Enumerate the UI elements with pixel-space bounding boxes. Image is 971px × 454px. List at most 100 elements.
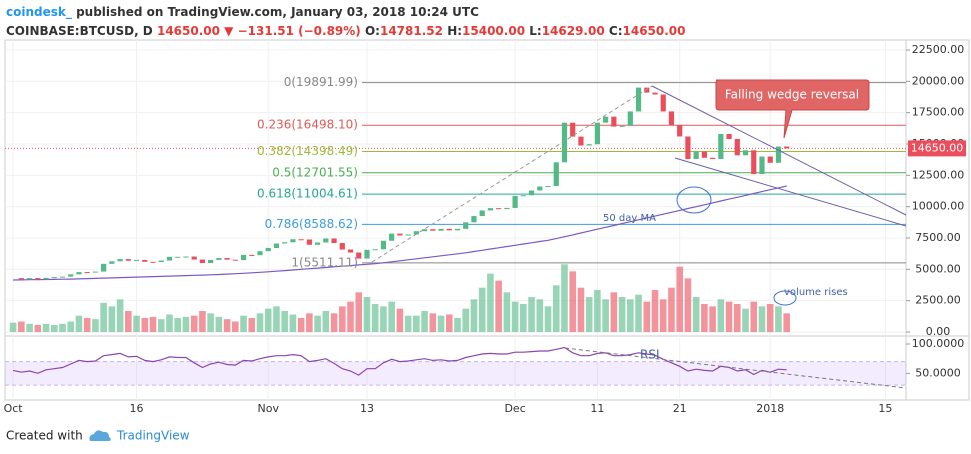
candle-body <box>240 254 247 261</box>
fib-label: 0.382(14398.49) <box>257 144 358 158</box>
volume-bar <box>281 311 288 332</box>
price: 14650.00 <box>157 24 220 38</box>
fib-label: 0.786(8588.62) <box>265 217 358 231</box>
volume-bar <box>289 314 297 332</box>
volume-bar <box>635 294 642 332</box>
volume-bar <box>322 311 330 332</box>
candle-body <box>784 146 790 149</box>
volume-bar <box>347 301 354 332</box>
x-tick-label: Nov <box>257 402 279 415</box>
volume-bar <box>717 299 725 332</box>
volume-bar <box>9 322 17 332</box>
volume-bar <box>577 287 585 332</box>
volume-bar <box>775 306 782 332</box>
candle-body <box>364 249 370 259</box>
candle-body <box>421 229 428 232</box>
candle-body <box>125 259 131 261</box>
footer-created: Created with <box>6 429 83 443</box>
volume-bar <box>199 311 206 332</box>
candle-body <box>438 228 444 231</box>
x-tick-label: 16 <box>130 402 144 415</box>
candle-body <box>635 87 642 112</box>
volume-bar <box>643 301 651 332</box>
candle-body <box>389 233 395 241</box>
rsi-tick-label: 100.0000 <box>912 337 965 350</box>
candle-body <box>405 234 411 236</box>
volume-bar <box>413 315 420 332</box>
candle-body <box>109 261 115 264</box>
wedge-lower <box>674 157 907 227</box>
rsi-label: RSI <box>640 348 660 362</box>
volume-bar <box>766 304 774 332</box>
x-tick-label: Oct <box>4 402 24 415</box>
grid <box>5 40 906 400</box>
volume-bar <box>684 278 692 332</box>
volume-bar <box>42 323 50 332</box>
candle-body <box>249 254 255 256</box>
candle-body <box>430 229 436 231</box>
candle-body <box>578 136 584 146</box>
volume-bar <box>59 323 66 332</box>
volume-bar <box>133 315 140 332</box>
volume-bar <box>182 316 190 332</box>
volume-circle <box>773 290 797 306</box>
volume-bar <box>256 313 264 332</box>
candle-body <box>282 242 288 244</box>
x-tick-label: 11 <box>590 402 604 415</box>
volume-bar <box>692 297 700 332</box>
y-tick-label: 5000.00 <box>915 262 961 275</box>
candle-body <box>183 256 189 258</box>
footer-brand[interactable]: TradingView <box>116 429 190 443</box>
candle-body <box>644 87 650 93</box>
volume-bar <box>108 306 116 332</box>
candle-body <box>92 271 99 273</box>
candle-body <box>199 259 205 264</box>
candle-body <box>101 263 107 272</box>
volume-bar <box>421 311 428 332</box>
candle-body <box>339 243 345 250</box>
candle-body <box>726 133 732 139</box>
volume-bar <box>116 299 124 332</box>
volume-bar <box>487 273 494 332</box>
rsi-tick-label: 50.0000 <box>915 366 961 379</box>
arrow: ▼ <box>224 24 234 38</box>
candle-body <box>413 231 419 235</box>
candle-body <box>35 278 41 280</box>
volume-bar <box>520 304 527 332</box>
volume-bar <box>544 306 552 332</box>
candle-body <box>257 251 263 256</box>
candle-body <box>166 256 173 261</box>
candle-body <box>759 156 765 175</box>
y-tick-label: 2500.00 <box>915 294 961 307</box>
volume-bar <box>725 301 733 332</box>
volume-bar <box>297 318 305 332</box>
panes <box>5 82 906 386</box>
candle-body <box>265 248 271 252</box>
volume-bar <box>363 297 371 332</box>
ohlc-key: O: <box>365 24 380 38</box>
candle-body <box>347 249 354 253</box>
volume-bar <box>215 316 223 332</box>
candle-body <box>150 261 156 263</box>
x-tick-label: 15 <box>878 402 892 415</box>
chart-frame <box>4 39 970 401</box>
author[interactable]: coindesk_ <box>6 5 72 20</box>
tv-logo <box>89 430 111 441</box>
volume-bar <box>594 290 601 332</box>
candle-body <box>528 190 535 196</box>
candle-body <box>734 138 740 156</box>
candle-body <box>619 125 625 127</box>
candle-body <box>487 208 494 211</box>
candle-body <box>685 136 691 160</box>
candle-body <box>68 274 74 277</box>
volume-bar <box>561 264 568 332</box>
candle-body <box>561 122 568 163</box>
candle-body <box>471 216 477 223</box>
y-tick-label: 20000.00 <box>912 74 965 87</box>
candle-body <box>446 228 452 231</box>
wedge-upper <box>651 85 907 216</box>
volume-bar <box>701 304 708 332</box>
x-tick-label: 13 <box>360 402 374 415</box>
candle-body <box>454 228 461 231</box>
